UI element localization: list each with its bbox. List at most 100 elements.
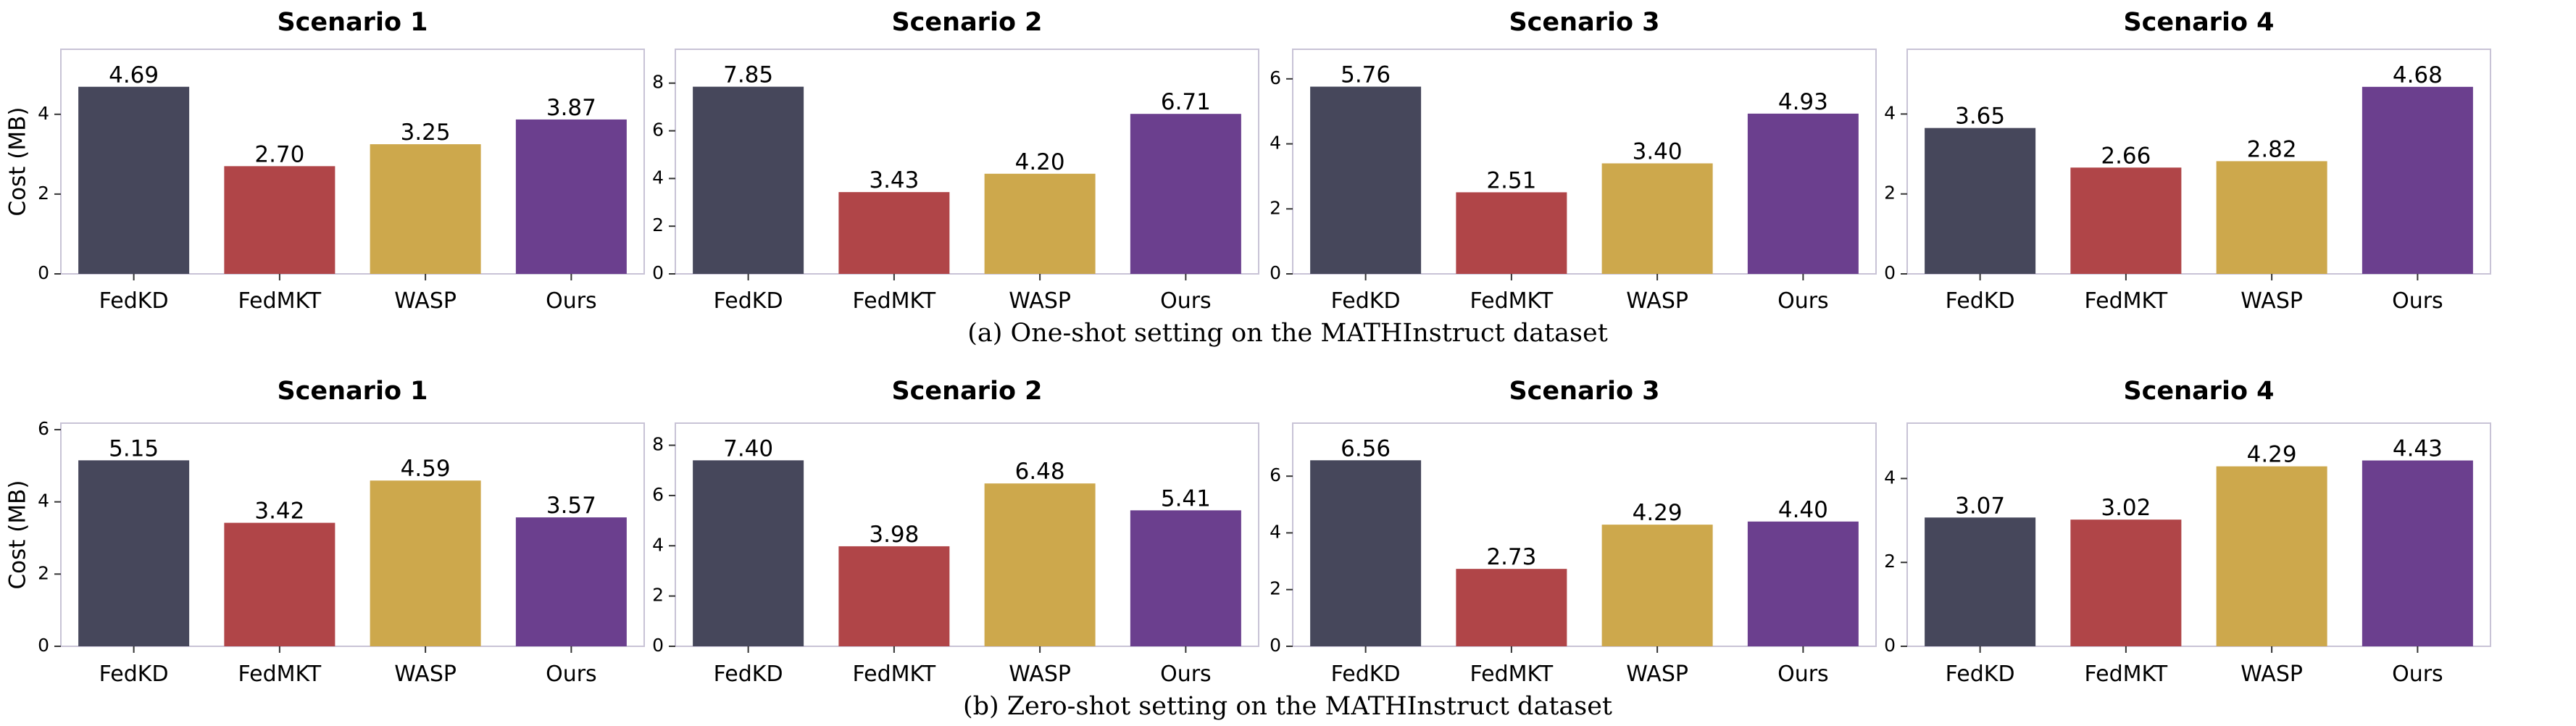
data-label: 4.68 (2393, 62, 2443, 88)
bar-wasp (1601, 163, 1713, 274)
bar-wasp (370, 144, 481, 274)
bar-ours (2362, 86, 2473, 275)
data-label: 3.57 (546, 493, 596, 519)
x-tick-label: FedMKT (1470, 662, 1554, 687)
x-tick-label: FedMKT (238, 288, 322, 314)
x-tick-label: WASP (1009, 662, 1071, 687)
y-tick-label: 4 (1884, 467, 1896, 488)
y-tick-label: 4 (1270, 521, 1281, 542)
data-label: 6.48 (1015, 459, 1065, 485)
x-tick-label: WASP (2241, 288, 2303, 314)
bar-ours (2362, 460, 2473, 646)
chart-0-2: Scenario 3 0 2 4 6 5.76 FedKD 2.51 FedMKT 3.40 WAS… (1270, 8, 1877, 314)
bar-ours (1130, 510, 1241, 646)
data-label: 4.43 (2393, 436, 2443, 462)
y-tick-label: 4 (1270, 133, 1281, 154)
data-label: 3.98 (869, 522, 919, 548)
y-tick-label: 0 (38, 262, 49, 283)
y-tick-label: 8 (652, 434, 664, 455)
data-label: 3.43 (869, 167, 919, 193)
x-tick-label: WASP (1009, 288, 1071, 314)
bar-fedmkt (224, 166, 335, 274)
data-label: 2.51 (1486, 167, 1536, 193)
x-tick-label: Ours (546, 662, 597, 687)
data-label: 3.25 (401, 120, 451, 146)
x-tick-label: FedMKT (1470, 288, 1554, 314)
data-label: 4.69 (109, 62, 159, 88)
data-label: 3.65 (1955, 104, 2005, 130)
chart-0-3: Scenario 4 0 2 4 3.65 FedKD 2.66 FedMKT 2.82 WASP… (1884, 8, 2491, 314)
chart-1-3: Scenario 4 0 2 4 3.07 FedKD 3.02 FedMKT 4.29 WASP… (1884, 377, 2491, 687)
data-label: 3.42 (254, 498, 304, 525)
bar-ours (1747, 521, 1859, 646)
y-tick-label: 8 (652, 72, 664, 93)
x-tick-label: FedKD (99, 662, 169, 687)
data-label: 2.73 (1486, 544, 1536, 570)
chart-0-0: Scenario 1 0 2 4 4.69 FedKD 2.70 FedMKT 3.25 WASP… (38, 8, 645, 314)
bar-wasp (984, 173, 1096, 274)
bar-fedmkt (224, 522, 335, 646)
x-tick-label: FedKD (714, 288, 783, 314)
data-label: 7.40 (723, 435, 773, 462)
data-label: 3.02 (2101, 495, 2151, 521)
bar-fedmkt (2070, 167, 2182, 274)
x-tick-label: FedMKT (238, 662, 322, 687)
bar-ours (515, 517, 627, 646)
data-label: 7.85 (723, 62, 773, 88)
x-tick-label: WASP (2241, 662, 2303, 687)
bar-fedmkt (838, 192, 950, 274)
x-tick-label: FedMKT (853, 288, 936, 314)
data-label: 4.29 (2247, 442, 2297, 468)
x-tick-label: WASP (1626, 662, 1688, 687)
bar-wasp (2216, 466, 2327, 646)
y-tick-label: 0 (1884, 635, 1896, 656)
y-tick-label: 4 (652, 534, 664, 555)
chart-title: Scenario 2 (891, 8, 1042, 37)
x-tick-label: WASP (394, 288, 457, 314)
bar-wasp (1601, 525, 1713, 646)
y-tick-label: 0 (1270, 262, 1281, 283)
y-tick-label: 2 (1884, 551, 1896, 572)
x-tick-label: Ours (2392, 662, 2443, 687)
chart-0-1: Scenario 2 0 2 4 6 8 7.85 FedKD 3.43 FedMKT 4.20 WA… (652, 8, 1259, 314)
data-label: 5.41 (1161, 485, 1211, 512)
bar-fedkd (1925, 517, 2036, 646)
bar-ours (515, 119, 627, 274)
y-tick-label: 0 (652, 635, 664, 656)
y-axis-label: Cost (MB) (5, 107, 31, 217)
y-tick-label: 4 (1884, 102, 1896, 123)
x-tick-label: Ours (1777, 662, 1829, 687)
y-tick-label: 2 (652, 214, 664, 235)
y-tick-label: 2 (1270, 197, 1281, 218)
y-tick-label: 4 (652, 167, 664, 188)
y-tick-label: 2 (1884, 183, 1896, 204)
x-tick-label: Ours (1160, 288, 1212, 314)
x-tick-label: WASP (394, 662, 457, 687)
chart-1-0: Scenario 1 0 2 4 6 5.15 FedKD 3.42 FedMKT 4.59 WAS… (38, 377, 645, 687)
data-label: 5.76 (1341, 62, 1391, 88)
y-tick-label: 6 (38, 418, 49, 439)
data-label: 3.40 (1633, 138, 1683, 164)
data-label: 2.70 (254, 141, 304, 167)
data-label: 4.59 (401, 456, 451, 482)
x-tick-label: FedMKT (853, 662, 936, 687)
chart-title: Scenario 1 (277, 377, 428, 406)
data-label: 4.29 (1633, 500, 1683, 526)
data-label: 6.56 (1341, 435, 1391, 462)
chart-title: Scenario 3 (1509, 8, 1659, 37)
x-tick-label: FedKD (1331, 288, 1401, 314)
chart-title: Scenario 1 (277, 8, 428, 37)
y-tick-label: 2 (38, 183, 49, 204)
bar-fedkd (693, 86, 804, 275)
y-tick-label: 4 (38, 103, 49, 124)
bar-fedkd (1925, 128, 2036, 274)
bar-fedkd (78, 460, 190, 646)
y-tick-label: 2 (652, 585, 664, 606)
data-label: 5.15 (109, 435, 159, 462)
y-tick-label: 0 (38, 635, 49, 656)
bar-wasp (370, 480, 481, 646)
chart-1-2: Scenario 3 0 2 4 6 6.56 FedKD 2.73 FedMKT 4.29 WAS… (1270, 377, 1877, 687)
y-tick-label: 2 (38, 562, 49, 583)
data-label: 3.07 (1955, 493, 2005, 519)
